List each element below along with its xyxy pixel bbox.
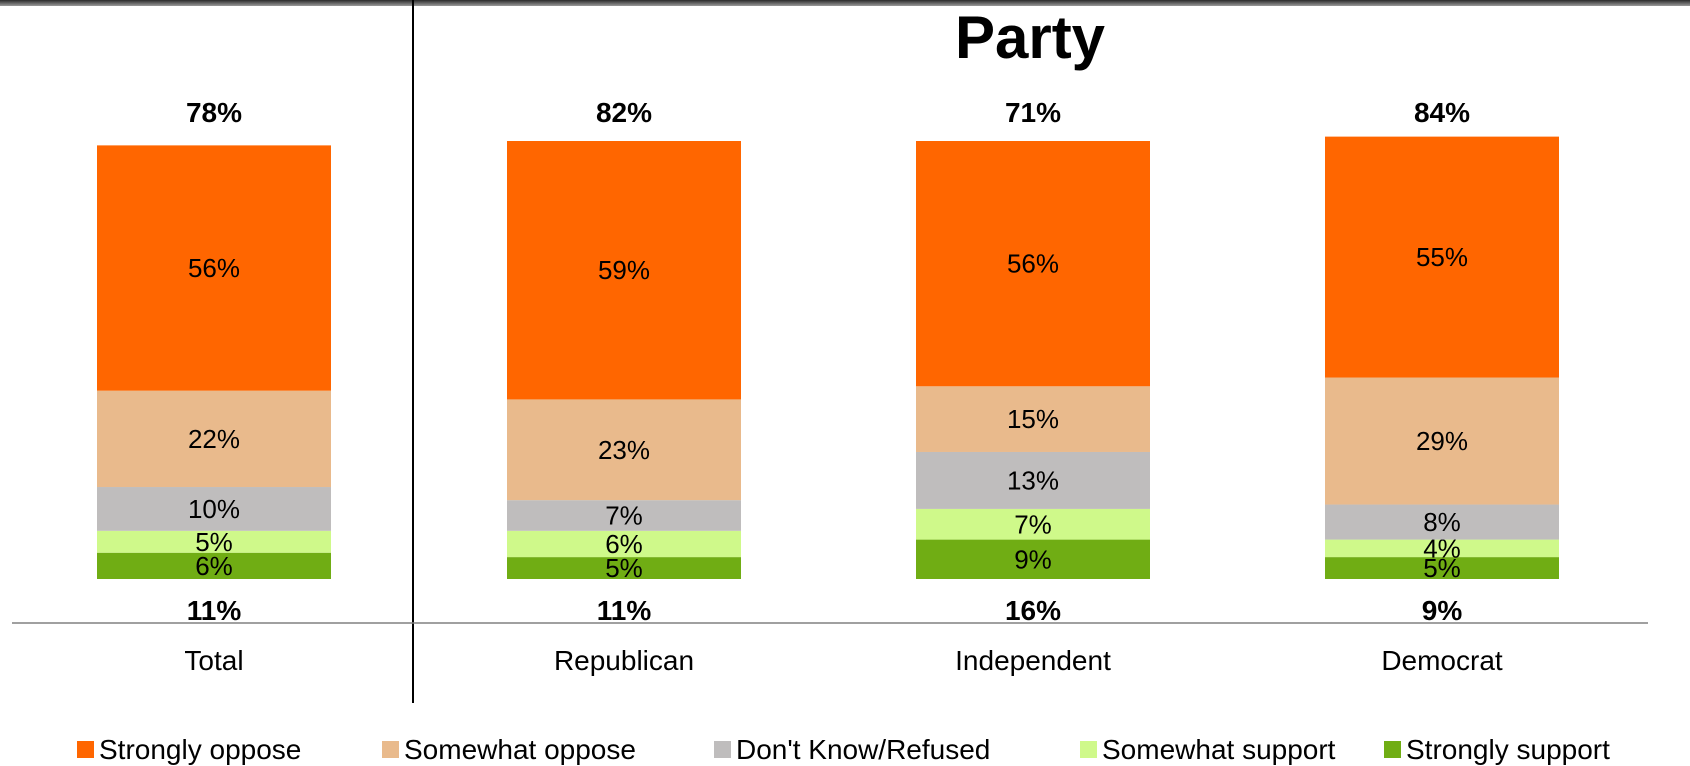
legend-label-1: Somewhat oppose <box>404 734 636 765</box>
legend-swatch-1 <box>382 741 399 758</box>
top-total-independent: 71% <box>1005 97 1061 128</box>
segment-label-democrat-2: 8% <box>1423 507 1461 537</box>
segment-label-independent-4: 56% <box>1007 249 1059 279</box>
segment-label-total-2: 10% <box>188 494 240 524</box>
bar-segment-total-2 <box>97 487 331 531</box>
bar-segment-democrat-2 <box>1325 504 1559 540</box>
legend-swatch-2 <box>714 741 731 758</box>
bar-segment-republican-1 <box>507 530 741 558</box>
top-total-total: 78% <box>186 97 242 128</box>
bar-segment-republican-2 <box>507 500 741 531</box>
bar-segment-republican-0 <box>507 557 741 579</box>
category-label-democrat: Democrat <box>1381 645 1503 676</box>
legend-swatch-3 <box>1080 741 1097 758</box>
bar-segment-total-1 <box>97 530 331 553</box>
category-label-independent: Independent <box>955 645 1111 676</box>
bar-segment-independent-3 <box>916 386 1150 452</box>
segment-label-democrat-0: 5% <box>1423 553 1461 583</box>
top-total-republican: 82% <box>596 97 652 128</box>
top-total-democrat: 84% <box>1414 97 1470 128</box>
segment-label-total-1: 5% <box>195 527 233 557</box>
legend-label-3: Somewhat support <box>1102 734 1336 765</box>
bottom-total-total: 11% <box>187 595 242 626</box>
bar-segment-total-4 <box>97 145 331 391</box>
segment-label-democrat-4: 55% <box>1416 242 1468 272</box>
bar-segment-democrat-1 <box>1325 539 1559 558</box>
segment-label-independent-3: 15% <box>1007 404 1059 434</box>
bar-segment-total-0 <box>97 552 331 579</box>
legend-swatch-4 <box>1384 741 1401 758</box>
segment-label-independent-0: 9% <box>1014 544 1052 574</box>
bar-segment-republican-3 <box>507 399 741 501</box>
bar-segment-democrat-3 <box>1325 377 1559 505</box>
top-border <box>0 0 1690 6</box>
segment-label-total-0: 6% <box>195 551 233 581</box>
bar-segment-republican-4 <box>507 141 741 400</box>
segment-label-total-4: 56% <box>188 253 240 283</box>
bar-segment-independent-0 <box>916 539 1150 579</box>
bar-segment-independent-2 <box>916 451 1150 509</box>
segment-label-independent-2: 13% <box>1007 465 1059 495</box>
segment-label-republican-1: 6% <box>605 529 643 559</box>
segment-label-independent-1: 7% <box>1014 509 1052 539</box>
legend-swatch-0 <box>77 741 94 758</box>
category-label-total: Total <box>184 645 243 676</box>
segment-label-republican-3: 23% <box>598 435 650 465</box>
bar-segment-democrat-4 <box>1325 136 1559 378</box>
legend-label-0: Strongly oppose <box>99 734 301 765</box>
bottom-total-independent: 16% <box>1005 595 1061 626</box>
bar-segment-total-3 <box>97 390 331 488</box>
bar-segment-independent-4 <box>916 141 1150 387</box>
segment-label-republican-0: 5% <box>605 553 643 583</box>
bar-segment-democrat-0 <box>1325 557 1559 579</box>
bottom-total-republican: 11% <box>597 595 652 626</box>
chart-title: Party <box>955 4 1106 71</box>
segment-label-total-3: 22% <box>188 424 240 454</box>
bar-segment-independent-1 <box>916 508 1150 540</box>
bottom-total-democrat: 9% <box>1422 595 1463 626</box>
category-label-republican: Republican <box>554 645 694 676</box>
segment-label-republican-2: 7% <box>605 500 643 530</box>
segment-label-republican-4: 59% <box>598 255 650 285</box>
legend-label-4: Strongly support <box>1406 734 1610 765</box>
segment-label-democrat-3: 29% <box>1416 426 1468 456</box>
legend-label-2: Don't Know/Refused <box>736 734 990 765</box>
